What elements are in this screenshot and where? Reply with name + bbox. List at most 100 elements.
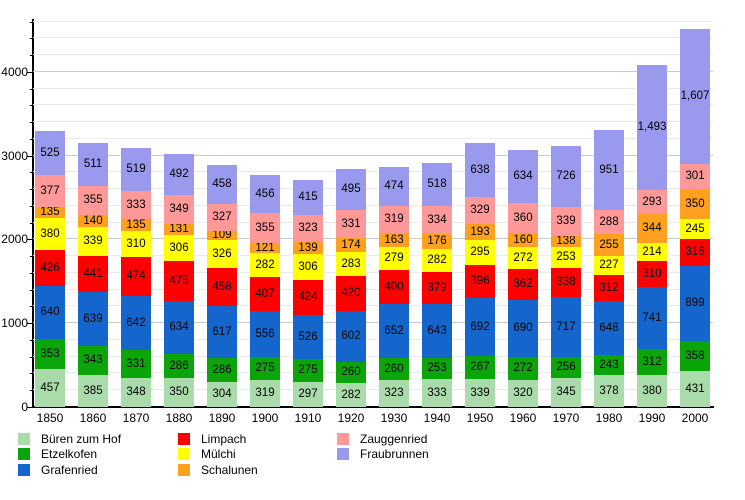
bar-segment: 377: [35, 175, 65, 207]
y-axis-tick: [30, 105, 33, 106]
bar-segment: 160: [508, 233, 538, 247]
segment-value-label: 525: [40, 146, 60, 159]
bar-segment: 331: [121, 350, 151, 378]
segment-value-label: 312: [599, 281, 619, 294]
bar-segment: 415: [293, 180, 323, 215]
gridline: [33, 155, 713, 156]
segment-value-label: 1,493: [637, 121, 667, 133]
segment-value-label: 282: [427, 254, 447, 266]
bar-segment: 741: [637, 287, 667, 349]
bar-segment: 899: [680, 266, 710, 341]
segment-value-label: 349: [169, 203, 189, 215]
bar-segment: 639: [78, 292, 108, 346]
bar-segment: 495: [336, 169, 366, 210]
segment-value-label: 345: [556, 386, 576, 398]
segment-value-label: 634: [513, 170, 533, 182]
bar-segment: 420: [336, 276, 366, 311]
segment-value-label: 327: [212, 211, 232, 223]
bar-segment: 526: [293, 315, 323, 359]
bar-segment: 407: [250, 277, 280, 311]
segment-value-label: 286: [212, 363, 232, 376]
x-axis-label: 1930: [380, 411, 408, 425]
segment-value-label: 617: [212, 325, 232, 338]
segment-value-label: 690: [513, 322, 533, 334]
segment-value-label: 288: [599, 215, 619, 228]
segment-value-label: 275: [255, 362, 275, 374]
segment-value-label: 458: [212, 178, 232, 190]
bar-segment: 385: [78, 375, 108, 407]
gridline: [33, 322, 713, 323]
x-axis-label: 1990: [638, 411, 666, 425]
segment-value-label: 260: [384, 362, 404, 375]
bar-segment: 380: [637, 375, 667, 407]
segment-value-label: 692: [470, 320, 490, 333]
bar-segment: 293: [637, 190, 667, 214]
segment-value-label: 323: [298, 222, 318, 234]
bar-segment: 275: [250, 357, 280, 380]
bar-segment: 319: [250, 380, 280, 407]
bar-segment: 458: [207, 268, 237, 306]
bar-segment: 338: [551, 268, 581, 297]
legend-item: Fraubrunnen: [337, 447, 429, 463]
gridline: [33, 305, 713, 306]
bar-segment: 525: [35, 131, 65, 175]
bar-segment: 140: [78, 215, 108, 227]
segment-value-label: 511: [83, 158, 103, 170]
segment-value-label: 139: [298, 241, 318, 254]
x-axis-label: 1980: [595, 411, 623, 425]
segment-value-label: 319: [384, 213, 404, 225]
segment-value-label: 431: [685, 382, 705, 395]
y-axis-tick: [27, 407, 33, 408]
y-axis-tick: [30, 390, 33, 391]
segment-value-label: 131: [169, 223, 189, 235]
gridline: [33, 88, 713, 89]
legend-item: Zauggenried: [337, 431, 429, 447]
bar-segment: 329: [465, 197, 495, 224]
legend-column-2: Limpach Mülchi Schalunen: [178, 431, 258, 478]
y-axis-tick: [30, 139, 33, 140]
bar-segment: 283: [336, 252, 366, 276]
bar-segment: 378: [594, 375, 624, 407]
segment-value-label: 741: [642, 311, 662, 324]
bar-segment: 214: [637, 243, 667, 261]
segment-value-label: 358: [685, 349, 705, 362]
segment-value-label: 310: [642, 267, 662, 280]
bar-segment: 492: [164, 154, 194, 195]
segment-value-label: 109: [212, 229, 232, 241]
legend-swatch: [178, 463, 190, 476]
segment-value-label: 227: [599, 259, 619, 271]
gridline: [33, 138, 713, 139]
bar-segment: 176: [422, 234, 452, 249]
segment-value-label: 140: [83, 214, 103, 227]
bar-segment: 323: [379, 380, 409, 407]
bar-segment: 174: [336, 238, 366, 252]
bar-segment: 319: [379, 206, 409, 233]
bar-segment: 1,607: [680, 29, 710, 164]
segment-value-label: 135: [126, 218, 146, 231]
segment-value-label: 519: [126, 163, 146, 175]
bar-segment: 312: [594, 275, 624, 301]
segment-value-label: 193: [470, 225, 490, 238]
y-axis-tick-label: 4000: [1, 64, 28, 79]
bar-segment: 304: [207, 382, 237, 407]
bar-segment: 652: [379, 304, 409, 358]
segment-value-label: 458: [212, 280, 232, 293]
bar-2000: 431 358 899 316 245 350 301 1,607: [680, 20, 710, 407]
segment-value-label: 474: [384, 180, 404, 192]
bar-segment: 457: [35, 369, 65, 407]
bar-segment: 272: [508, 357, 538, 380]
bar-1890: 304 286 617 458 326 109 327 458: [207, 20, 237, 407]
segment-value-label: 648: [599, 321, 619, 334]
bar-segment: 253: [551, 247, 581, 268]
bar-segment: 348: [121, 378, 151, 407]
segment-value-label: 343: [83, 354, 103, 366]
legend-item: Mülchi: [178, 447, 258, 463]
bar-segment: 339: [551, 207, 581, 236]
segment-value-label: 407: [255, 287, 275, 300]
gridline: [33, 389, 713, 390]
bar-segment: 355: [250, 213, 280, 243]
y-axis-tick: [30, 172, 33, 173]
segment-value-label: 717: [556, 320, 576, 333]
bar-segment: 379: [422, 272, 452, 304]
bar-1870: 348 331 642 474 310 135 333 519: [121, 20, 151, 407]
